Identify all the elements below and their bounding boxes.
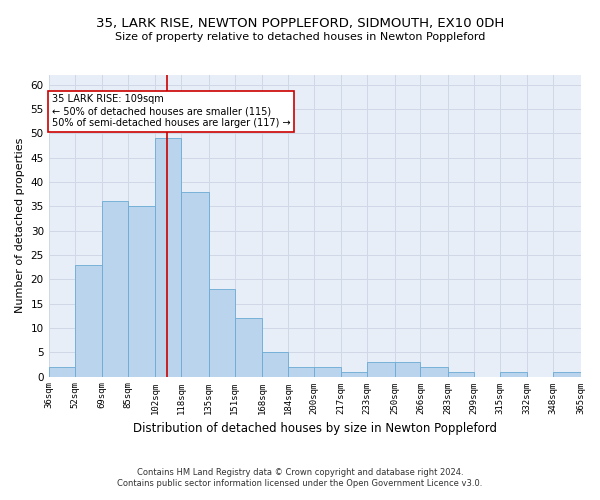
Bar: [553, 372, 581, 376]
Text: 35, LARK RISE, NEWTON POPPLEFORD, SIDMOUTH, EX10 0DH: 35, LARK RISE, NEWTON POPPLEFORD, SIDMOU…: [96, 18, 504, 30]
Bar: [367, 362, 395, 376]
Bar: [262, 352, 288, 376]
Text: Contains HM Land Registry data © Crown copyright and database right 2024.
Contai: Contains HM Land Registry data © Crown c…: [118, 468, 482, 487]
Bar: [209, 289, 235, 376]
Bar: [155, 138, 181, 376]
Bar: [421, 367, 448, 376]
Bar: [341, 372, 367, 376]
Bar: [288, 367, 314, 376]
Bar: [395, 362, 421, 376]
X-axis label: Distribution of detached houses by size in Newton Poppleford: Distribution of detached houses by size …: [133, 422, 497, 435]
Bar: [235, 318, 262, 376]
Bar: [448, 372, 474, 376]
Bar: [102, 202, 128, 376]
Bar: [128, 206, 155, 376]
Bar: [181, 192, 209, 376]
Bar: [314, 367, 341, 376]
Bar: [49, 367, 74, 376]
Bar: [500, 372, 527, 376]
Y-axis label: Number of detached properties: Number of detached properties: [15, 138, 25, 314]
Text: Size of property relative to detached houses in Newton Poppleford: Size of property relative to detached ho…: [115, 32, 485, 42]
Bar: [74, 264, 102, 376]
Text: 35 LARK RISE: 109sqm
← 50% of detached houses are smaller (115)
50% of semi-deta: 35 LARK RISE: 109sqm ← 50% of detached h…: [52, 94, 290, 128]
